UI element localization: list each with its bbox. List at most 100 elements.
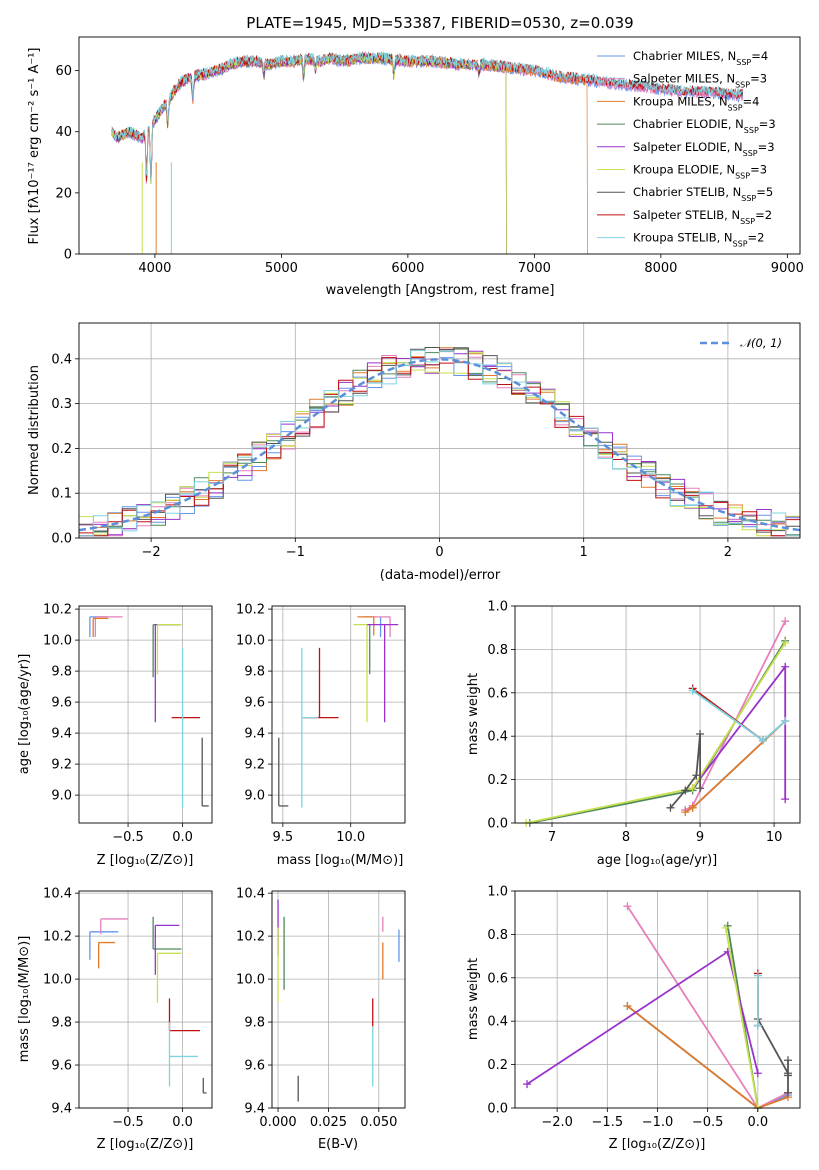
mass_vs_Z-xtick-label: 0.0 [172, 1115, 193, 1130]
residuals-ytick-label: 0.4 [51, 352, 72, 367]
legend-suffix: =3 [750, 163, 767, 177]
spectrum-frame [78, 36, 801, 255]
legend-name: Chabrier MILES, N [633, 49, 736, 63]
mass_weight_vs_age-series-line [525, 642, 786, 824]
mass-vs-ebv-panel: 0.000 0.025 0.050 9.4 9.6 9.8 10.0 10.2 10.4 E(B… [236, 887, 406, 1152]
residuals-xtick-label: −1 [286, 545, 305, 560]
age_vs_Z-xtick-label: −0.5 [112, 830, 144, 845]
mass_vs_EBV-ytick-label: 9.8 [244, 1016, 265, 1031]
spectrum-ytick-label: 40 [55, 125, 72, 140]
legend-sub: SSP [735, 80, 750, 89]
spectrum-title: PLATE=1945, MJD=53387, FIBERID=0530, z=0… [246, 14, 633, 32]
mass_weight_vs_age-point-marker [666, 803, 675, 812]
mass_vs_Z-ytick-label: 10.4 [43, 887, 72, 902]
mass_weight_vs_age-point-marker [781, 662, 790, 671]
spectrum-series-line [111, 50, 744, 180]
residual-histogram [79, 350, 800, 537]
mass_weight_vs_age-ytick-label: 0.6 [487, 686, 508, 701]
spectrum-xlabel: wavelength [Angstrom, rest frame] [326, 283, 555, 298]
residuals-legend: 𝒩(0, 1) [700, 336, 782, 350]
mass_vs_EBV-xtick-label: 0.000 [259, 1115, 296, 1130]
spectrum-legend-label: Kroupa STELIB, NSSP=2 [633, 231, 764, 249]
mass_weight_vs_Z-point-marker [523, 1080, 532, 1089]
mass_weight_vs_age-xtick-label: 9 [696, 830, 704, 845]
mass-weight-vs-age-panel: 7 8 9 10 0.0 0.2 0.4 0.6 0.8 1.0 age [log₁₀(age/y… [466, 600, 801, 868]
age_vs_Z-ytick-label: 9.6 [51, 696, 72, 711]
spectrum-legend-label: Salpeter ELODIE, NSSP=3 [633, 140, 775, 158]
residuals-xtick-label: −2 [142, 545, 161, 560]
mass_weight_vs_Z-ytick-label: 0.2 [487, 1058, 508, 1073]
age-vs-z-ylabel: age [log₁₀(age/yr)] [17, 654, 32, 775]
spectrum-legend-label: Chabrier ELODIE, NSSP=3 [633, 117, 776, 135]
mass_vs_EBV-ytick-label: 9.6 [244, 1059, 265, 1074]
mass-vs-z-frame [78, 890, 213, 1109]
mass_weight_vs_age-point-marker [681, 808, 690, 817]
spectrum-ytick-label: 0 [64, 248, 72, 263]
mass_weight_vs_Z-ytick-label: 1.0 [487, 885, 508, 900]
mass_weight_vs_age-ytick-label: 1.0 [487, 600, 508, 615]
mass_weight_vs_age-xtick-label: 7 [548, 830, 556, 845]
spectrum-legend-label: Salpeter STELIB, NSSP=2 [633, 208, 772, 226]
mass_vs_Z-ytick-label: 10.2 [43, 930, 72, 945]
spectrum-series-line [111, 52, 507, 254]
legend-sub: SSP [733, 239, 748, 248]
age_vs_Z-ytick-label: 9.8 [51, 665, 72, 680]
spectrum-ylabel: Flux [fλ10⁻¹⁷ erg cm⁻² s⁻¹ A⁻¹] [27, 48, 42, 245]
spectrum-legend-label: Chabrier MILES, NSSP=4 [633, 49, 768, 67]
residuals-xtick-label: 2 [724, 545, 732, 560]
mass_weight_vs_Z-point-marker [623, 902, 632, 911]
mass_weight_vs_age-ytick-label: 0.2 [487, 773, 508, 788]
age-vs-z-panel: −0.5 0.0 9.0 9.2 9.4 9.6 9.8 10.0 10.2 Z [log₁₀(… [17, 603, 213, 868]
legend-suffix: =4 [751, 49, 768, 63]
spectrum-xtick-label: 5000 [265, 261, 298, 276]
mass_weight_vs_age-series-line [669, 733, 701, 809]
legend-suffix: =5 [756, 185, 773, 199]
residual-histogram [79, 352, 800, 537]
mass-weight-vs-z-panel: −2.0 −1.5 −1.0 −0.5 0.0 0.0 0.2 0.4 0.6 0.8 1.0 Z … [466, 885, 801, 1152]
age_vs_mass-ytick-label: 10.0 [236, 634, 265, 649]
spectrum-xtick-label: 4000 [138, 261, 171, 276]
mass-vs-ebv-frame [271, 890, 406, 1109]
mass_weight_vs_age-point-marker [696, 784, 705, 793]
age_vs_Z-xtick-label: 0.0 [172, 830, 193, 845]
mass_weight_vs_age-xtick-label: 8 [622, 830, 630, 845]
legend-name: Chabrier STELIB, N [633, 185, 741, 199]
legend-sub: SSP [740, 216, 755, 225]
age_vs_mass-xtick-label: 9.5 [273, 830, 294, 845]
mass_vs_EBV-ytick-label: 10.0 [236, 973, 265, 988]
mass-weight-vs-age-frame [514, 605, 801, 824]
mass_weight_vs_Z-series-line [724, 927, 759, 1109]
residuals-ytick-label: 0.2 [51, 442, 72, 457]
legend-name: Chabrier ELODIE, N [633, 117, 744, 131]
age_vs_mass-ytick-label: 9.2 [244, 758, 265, 773]
legend-sub: SSP [736, 58, 751, 67]
residuals-xlabel: (data-model)/error [380, 568, 501, 583]
age-vs-mass-panel: 9.5 10.0 9.0 9.2 9.4 9.6 9.8 10.0 10.2 mass [log… [236, 603, 406, 868]
spectrum-xtick-label: 7000 [518, 261, 551, 276]
mass_vs_Z-ytick-label: 9.8 [51, 1016, 72, 1031]
spectrum-xtick-label: 9000 [771, 261, 804, 276]
age_vs_Z-ytick-label: 10.2 [43, 603, 72, 618]
residuals-xtick-label: 0 [435, 545, 443, 560]
age-vs-z-xlabel: Z [log₁₀(Z/Z⊙)] [97, 853, 194, 868]
residuals-ytick-label: 0.1 [51, 487, 72, 502]
mass_weight_vs_age-xtick-label: 10 [766, 830, 783, 845]
mass-weight-vs-z-xlabel: Z [log₁₀(Z/Z⊙)] [609, 1137, 706, 1152]
mass_weight_vs_age-ytick-label: 0.4 [487, 730, 508, 745]
legend-sub: SSP [728, 103, 743, 112]
mass_weight_vs_age-point-marker [781, 795, 790, 804]
legend-sub: SSP [741, 194, 756, 203]
mass_weight_vs_age-point-marker [688, 686, 697, 695]
mass_weight_vs_age-point-marker [781, 638, 790, 647]
legend-suffix: =2 [755, 208, 772, 222]
legend-name: Salpeter MILES, N [633, 72, 735, 86]
mass_weight_vs_Z-point-marker [623, 1002, 632, 1011]
legend-suffix: =3 [758, 140, 775, 154]
mass_vs_Z-xtick-label: −0.5 [112, 1115, 144, 1130]
age_vs_mass-ytick-label: 9.8 [244, 665, 265, 680]
age_vs_mass-ytick-label: 10.2 [236, 603, 265, 618]
spectrum-legend-label: Kroupa ELODIE, NSSP=3 [633, 163, 767, 181]
mass_weight_vs_Z-xtick-label: −2.0 [541, 1115, 573, 1130]
normal-curve [78, 358, 801, 532]
